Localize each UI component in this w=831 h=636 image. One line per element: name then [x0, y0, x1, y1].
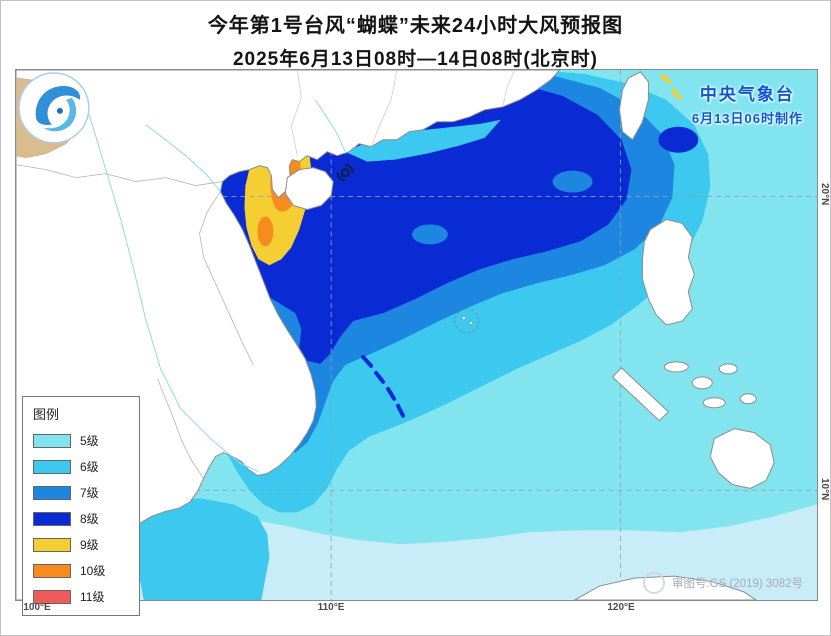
legend-swatch-level7 — [33, 485, 71, 500]
legend-label-level11: 11级 — [80, 590, 105, 604]
wind-area-level6-gulf — [133, 498, 270, 600]
legend-label-level10: 10级 — [80, 564, 106, 578]
map-canvas — [16, 70, 817, 600]
land-mainland — [16, 70, 561, 600]
legend-swatch-level11 — [33, 589, 71, 604]
lon-label-110e: 110°E — [317, 602, 345, 613]
boundary-dashes-northeast — [660, 73, 682, 100]
boundary-dashes-south — [361, 354, 406, 418]
islands — [284, 71, 775, 600]
forecast-map: 中央气象台 6月13日06时制作 图例 5级 6级 7级 8级 — [15, 69, 818, 616]
legend-label-level7: 7级 — [80, 486, 99, 500]
legend-swatch-level5 — [33, 433, 71, 448]
map-approval: 审图号:GS (2019) 3082号 — [642, 572, 803, 594]
legend-item: 6级 — [33, 458, 129, 475]
hainan-island — [284, 167, 334, 210]
palawan-island — [612, 367, 669, 422]
lat-label-20n: 20°N — [819, 183, 830, 206]
legend-item: 11级 — [33, 588, 129, 605]
lat-label-10n: 10°N — [819, 478, 830, 501]
rivers — [75, 79, 347, 472]
legend-title: 图例 — [33, 407, 60, 422]
issuing-stamp: 中央气象台 6月13日06时制作 — [692, 80, 803, 127]
country-borders — [16, 164, 254, 479]
map-subtitle-validity: 2025年6月13日08时—14日08时(北京时) — [232, 49, 599, 70]
lon-label-120e: 120°E — [607, 602, 635, 613]
legend-label-level9: 9级 — [80, 538, 99, 552]
watermark-logo-icon — [642, 572, 665, 594]
luzon-island — [641, 218, 695, 326]
legend-label-level8: 8级 — [80, 512, 99, 526]
level7-hole-2 — [552, 170, 593, 193]
borneo-coast — [574, 575, 757, 600]
legend-item: 10级 — [33, 562, 129, 579]
wind-area-level8-east-patch — [658, 126, 699, 153]
legend-label-level5: 5级 — [80, 434, 99, 448]
legend-label-level6: 6级 — [80, 460, 99, 474]
coastal-level6-band — [345, 119, 501, 162]
legend-item: 9级 — [33, 536, 129, 553]
legend-item: 7级 — [33, 484, 129, 501]
lon-label-100e: 100°E — [23, 602, 51, 613]
legend-item: 5级 — [33, 432, 129, 449]
agency-name: 中央气象台 — [699, 85, 795, 104]
legend-swatch-level6 — [33, 459, 71, 474]
province-borders — [290, 70, 516, 156]
legend: 图例 5级 6级 7级 8级 9级 10级 — [22, 396, 140, 616]
taiwan-island — [618, 71, 649, 141]
cma-logo — [18, 72, 90, 144]
level7-hole-1 — [412, 224, 448, 245]
legend-swatch-level8 — [33, 511, 71, 526]
mindanao-island — [709, 428, 775, 489]
issue-time: 6月13日06时制作 — [691, 111, 803, 126]
map-title: 今年第1号台风“蝴蝶”未来24小时大风预报图 — [207, 15, 624, 37]
paracel-islands-marker — [454, 308, 480, 334]
legend-swatch-level10 — [33, 563, 71, 578]
wind-area-level10-b — [257, 216, 274, 247]
legend-swatch-level9 — [33, 537, 71, 552]
legend-item: 8级 — [33, 510, 129, 527]
title-block: 今年第1号台风“蝴蝶”未来24小时大风预报图 2025年6月13日08时—14日… — [1, 9, 830, 71]
typhoon-symbol — [336, 164, 354, 182]
map-approval-number: 审图号:GS (2019) 3082号 — [671, 578, 803, 590]
